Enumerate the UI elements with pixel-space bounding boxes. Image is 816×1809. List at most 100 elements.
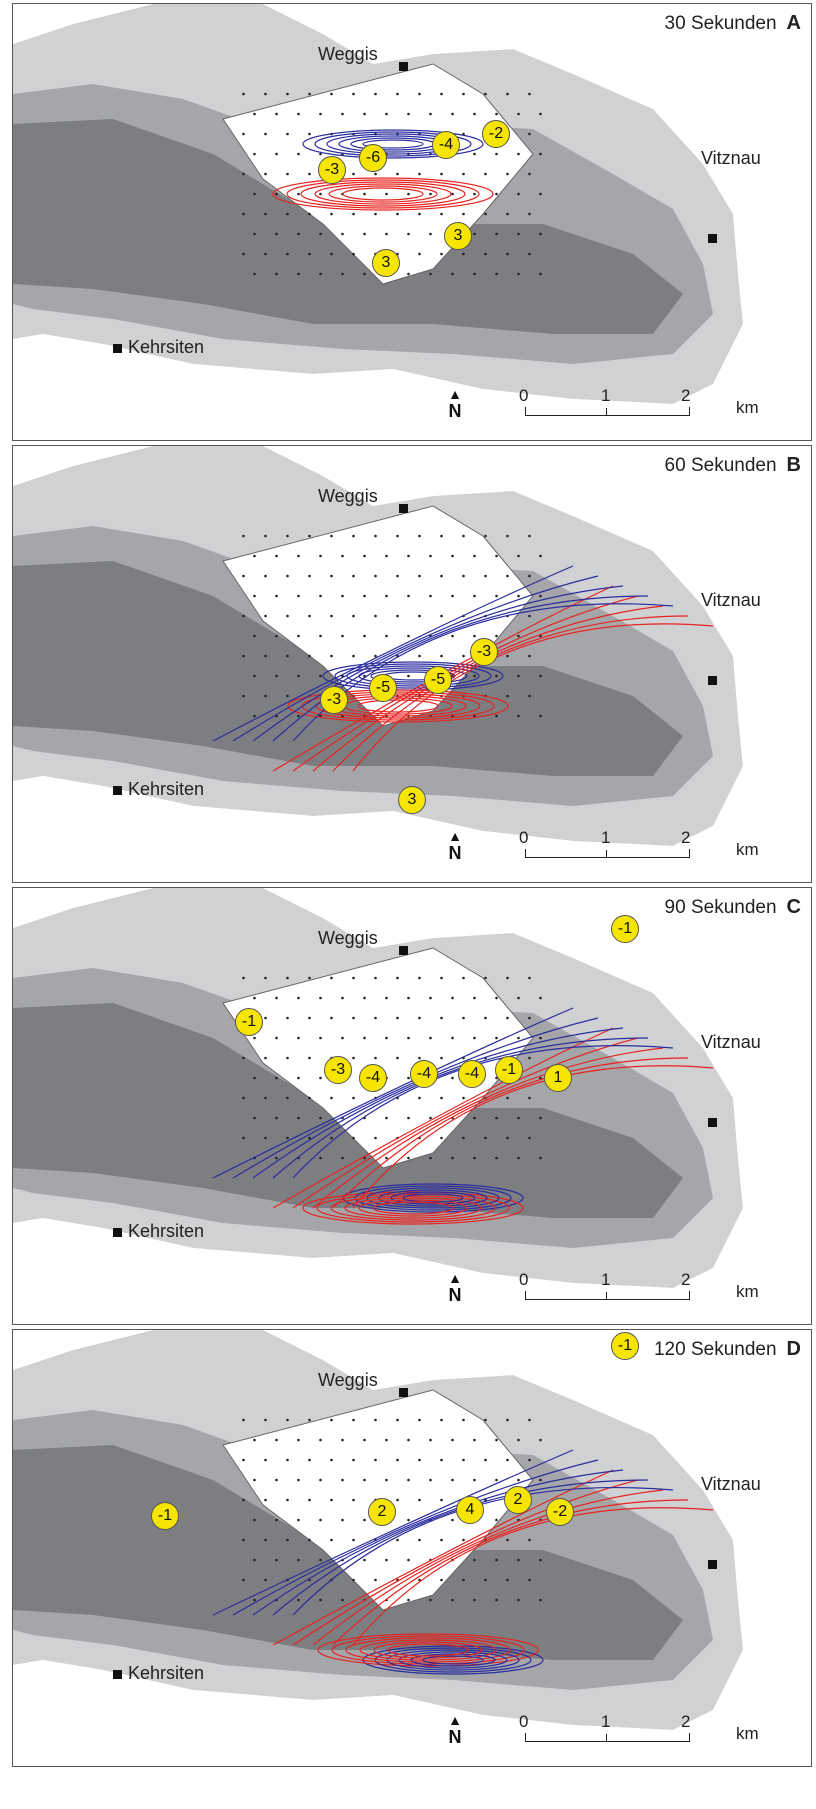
town-weggis: Weggis xyxy=(318,928,378,948)
positive-contour xyxy=(292,1037,639,1209)
panel-letter: B xyxy=(786,454,801,476)
positive-contour xyxy=(332,1057,689,1209)
north-label: N xyxy=(448,1285,462,1305)
positive-contour xyxy=(312,1047,664,1209)
scale-tick: 0 xyxy=(519,1270,529,1289)
town-marker-kehrsiten xyxy=(113,1228,122,1237)
contour-value-badge: -1 xyxy=(611,915,639,943)
lake-bathymetry-map xyxy=(13,4,811,440)
scale-unit: km xyxy=(736,398,759,417)
scale-unit: km xyxy=(736,1724,759,1743)
negative-contour xyxy=(302,129,484,159)
scale-tick: 0 xyxy=(519,828,529,847)
north-arrow: ▲ N xyxy=(445,829,465,864)
negative-contour xyxy=(252,1469,624,1616)
positive-contour xyxy=(342,187,424,201)
scale-tick: 2 xyxy=(681,1270,691,1289)
map-panel-c: 90 Sekunden C Weggis Vitznau Kehrsiten -1 -1 -3… xyxy=(12,887,812,1325)
negative-contour xyxy=(354,1185,512,1211)
town-marker-weggis xyxy=(399,62,408,71)
scale-tick: 2 xyxy=(681,1712,691,1731)
scale-tick: 1 xyxy=(601,386,611,405)
negative-contour xyxy=(346,665,480,687)
contour-value-badge: -5 xyxy=(424,666,452,694)
contour-value-badge: -4 xyxy=(410,1060,438,1088)
contour-value-badge: 1 xyxy=(544,1064,572,1092)
negative-contour xyxy=(272,595,649,742)
town-vitznau: Vitznau xyxy=(701,1032,761,1052)
positive-contour xyxy=(387,1643,469,1657)
town-marker-weggis xyxy=(399,1388,408,1397)
contour-value-badge: -3 xyxy=(324,1056,352,1084)
contour-value-badge: -1 xyxy=(235,1008,263,1036)
north-label: N xyxy=(448,401,462,421)
town-kehrsiten: Kehrsiten xyxy=(128,1221,205,1241)
positive-contour xyxy=(330,1195,496,1221)
positive-contour xyxy=(312,1489,664,1646)
scale-unit: km xyxy=(736,840,759,859)
scale-tick: 2 xyxy=(681,386,691,405)
negative-contour xyxy=(212,1449,574,1616)
contour-value-badge: -4 xyxy=(458,1060,486,1088)
panel-title: 120 Sekunden D xyxy=(654,1338,801,1361)
negative-contour xyxy=(232,1459,599,1616)
contour-value-badge: -6 xyxy=(359,144,387,172)
positive-contour xyxy=(302,1191,524,1225)
positive-contour xyxy=(352,1507,714,1646)
scale-tick: 1 xyxy=(601,1270,611,1289)
town-weggis: Weggis xyxy=(318,1370,378,1390)
negative-contour xyxy=(402,1193,464,1203)
panel-title: 30 Sekunden A xyxy=(665,12,801,35)
negative-contour xyxy=(334,663,492,689)
panel-time: 120 Sekunden xyxy=(653,1339,777,1360)
contour-value-badge: -1 xyxy=(611,1332,639,1360)
negative-contour xyxy=(314,131,472,157)
negative-contour xyxy=(374,1647,532,1673)
contour-value-badge: -2 xyxy=(546,1498,574,1526)
town-kehrsiten: Kehrsiten xyxy=(128,779,205,799)
positive-contour xyxy=(328,185,438,203)
north-arrow: ▲ N xyxy=(445,387,465,422)
panel-time: 30 Sekunden xyxy=(664,13,777,34)
scale-bar: 0 1 2 km xyxy=(511,1708,791,1744)
negative-contour xyxy=(362,139,424,149)
north-arrow-icon: ▲ xyxy=(448,1270,462,1286)
positive-contour xyxy=(272,1469,614,1646)
positive-contour xyxy=(292,1479,639,1646)
negative-contour xyxy=(398,1651,508,1669)
positive-contour xyxy=(317,1633,539,1667)
north-arrow-icon: ▲ xyxy=(448,1712,462,1728)
negative-contour xyxy=(272,1037,649,1179)
scale-unit: km xyxy=(736,1282,759,1301)
contour-value-badge: -5 xyxy=(369,674,397,702)
contour-value-badge: 3 xyxy=(444,222,472,250)
panel-title: 60 Sekunden B xyxy=(665,454,801,477)
town-marker-vitznau xyxy=(708,1118,717,1127)
scale-tick: 2 xyxy=(681,828,691,847)
town-marker-vitznau xyxy=(708,234,717,243)
negative-contour xyxy=(232,575,599,742)
lake-bathymetry-map xyxy=(13,888,811,1324)
town-marker-weggis xyxy=(399,946,408,955)
contour-value-badge: 2 xyxy=(368,1498,396,1526)
positive-contour xyxy=(359,1639,497,1661)
town-marker-vitznau xyxy=(708,1560,717,1569)
positive-contour xyxy=(272,585,614,772)
contour-value-badge: -4 xyxy=(359,1064,387,1092)
panel-letter: C xyxy=(786,896,801,918)
scale-bar: 0 1 2 km xyxy=(511,824,791,860)
town-marker-vitznau xyxy=(708,676,717,685)
panel-title: 90 Sekunden C xyxy=(665,896,801,919)
scale-tick: 1 xyxy=(601,1712,611,1731)
contour-value-badge: -4 xyxy=(432,131,460,159)
positive-contour xyxy=(272,1027,614,1209)
scale-tick: 0 xyxy=(519,386,529,405)
contour-value-badge: -1 xyxy=(495,1056,523,1084)
negative-contour xyxy=(272,1479,649,1616)
positive-contour xyxy=(372,1201,454,1215)
town-kehrsiten: Kehrsiten xyxy=(128,1663,205,1683)
positive-contour xyxy=(286,179,480,209)
negative-contour xyxy=(252,585,624,742)
contour-value-badge: 4 xyxy=(456,1496,484,1524)
positive-contour xyxy=(352,1065,714,1209)
